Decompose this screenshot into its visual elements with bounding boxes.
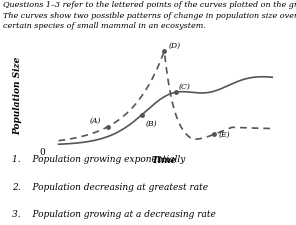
Text: Time: Time bbox=[152, 156, 177, 165]
Text: (C): (C) bbox=[179, 82, 191, 90]
Text: (A): (A) bbox=[90, 117, 101, 125]
Text: 1.  Population growing exponentially: 1. Population growing exponentially bbox=[12, 155, 185, 164]
Text: Population Size: Population Size bbox=[14, 56, 22, 135]
Text: (E): (E) bbox=[218, 130, 230, 138]
Text: (B): (B) bbox=[145, 120, 157, 128]
Text: Questions 1–3 refer to the lettered points of the curves plotted on the graph be: Questions 1–3 refer to the lettered poin… bbox=[3, 1, 296, 30]
Text: 3.  Population growing at a decreasing rate: 3. Population growing at a decreasing ra… bbox=[12, 210, 216, 219]
Text: (D): (D) bbox=[169, 42, 181, 50]
Text: 2.  Population decreasing at greatest rate: 2. Population decreasing at greatest rat… bbox=[12, 183, 208, 192]
Text: 0: 0 bbox=[39, 148, 45, 157]
